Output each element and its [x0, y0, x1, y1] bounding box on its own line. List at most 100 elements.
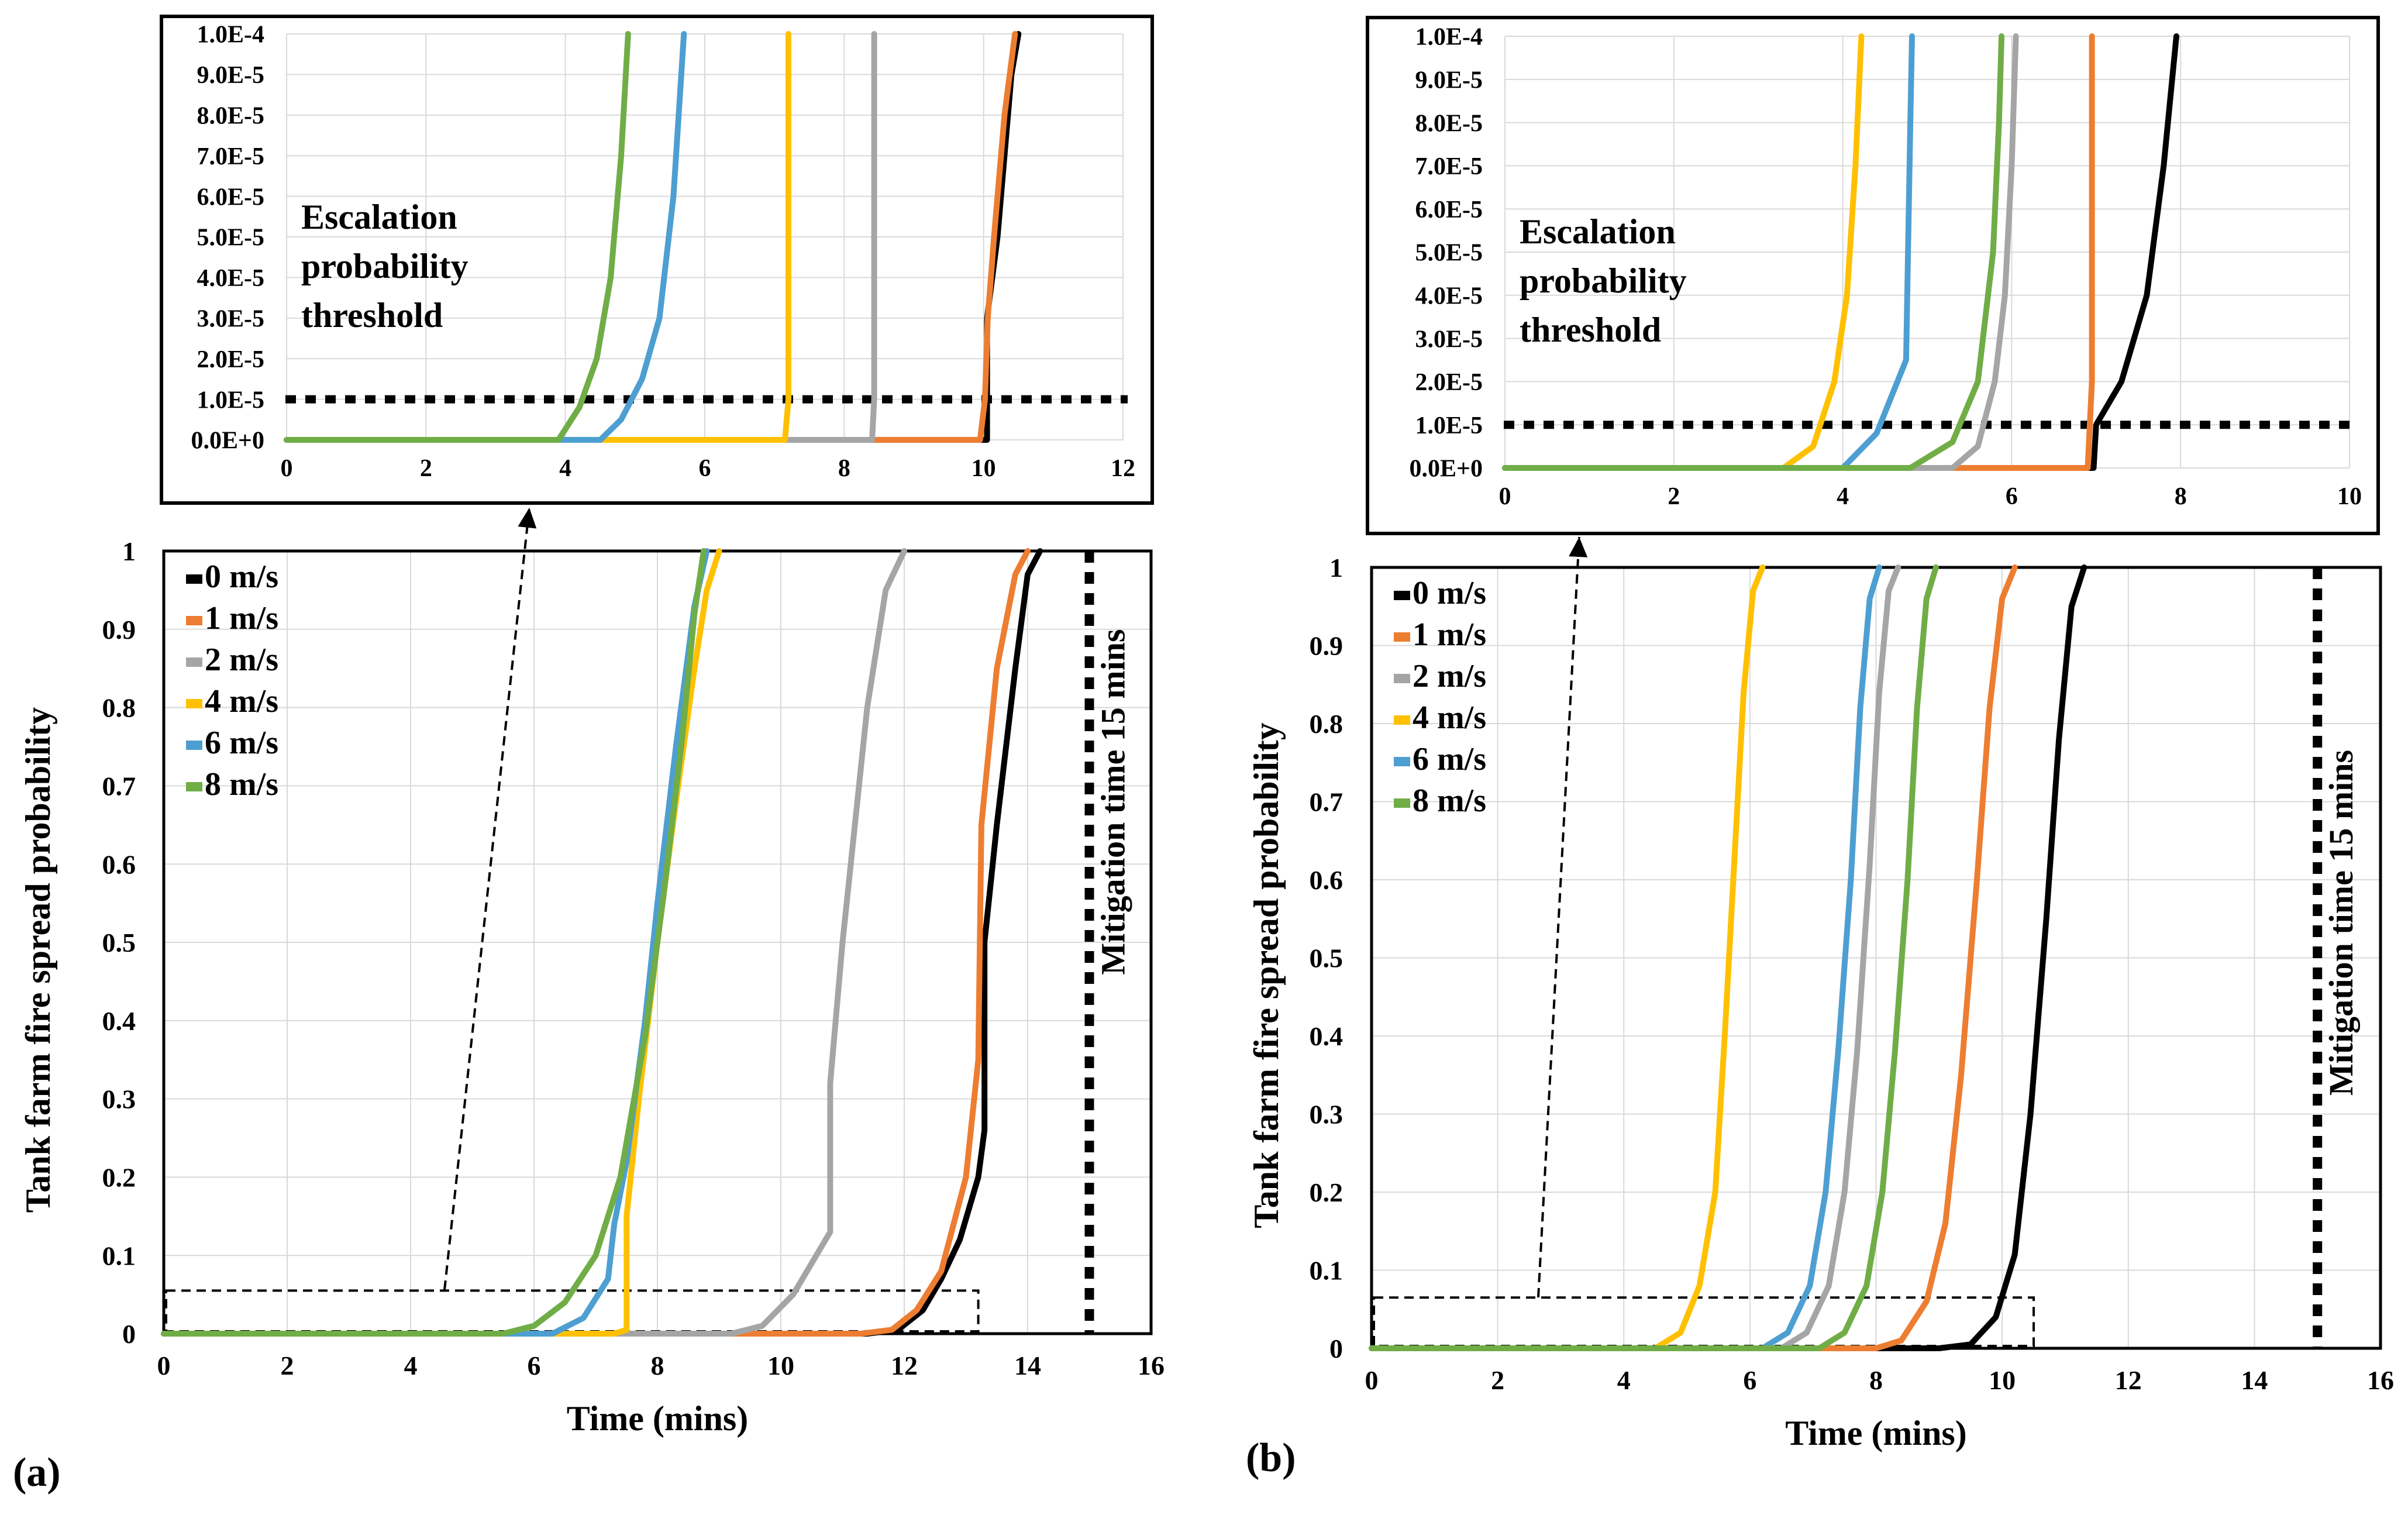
y-tick-label: 1.0E-4	[1415, 24, 1483, 51]
legend-label: 1 m/s	[1413, 617, 1486, 653]
callout-line	[443, 507, 530, 1290]
x-tick-label: 0	[1365, 1365, 1379, 1395]
series-line-0-ms	[1502, 33, 2179, 471]
x-tick-label: 16	[2367, 1365, 2394, 1395]
y-tick-label: 4.0E-5	[1415, 283, 1483, 310]
zoom-callouts	[443, 507, 1588, 1298]
panel-label: (a)	[13, 1450, 61, 1495]
y-tick-label: 0.4	[1310, 1021, 1343, 1051]
legend-label: 6 m/s	[205, 725, 278, 761]
y-tick-label: 0.3	[1310, 1100, 1343, 1130]
x-tick-label: 10	[767, 1351, 794, 1380]
x-tick-label: 0	[1499, 483, 1511, 510]
x-tick-label: 6	[699, 455, 711, 482]
series-line-0-ms	[161, 548, 1043, 1337]
y-tick-label: 0.5	[1310, 944, 1343, 973]
y-tick-label: 1.0E-5	[197, 387, 265, 414]
y-tick-label: 8.0E-5	[197, 103, 265, 130]
series-line-2-ms	[1369, 564, 1901, 1351]
series-line-6-ms	[284, 31, 687, 443]
x-tick-label: 2	[420, 455, 432, 482]
x-tick-label: 0	[281, 455, 293, 482]
y-tick-label: 0.9	[1310, 631, 1343, 661]
series-line-2-ms	[1502, 33, 2019, 471]
y-tick-label: 0.6	[102, 849, 136, 879]
x-tick-label: 12	[891, 1351, 918, 1380]
x-axis-title: Time (mins)	[1785, 1414, 1967, 1452]
y-tick-label: 3.0E-5	[1415, 326, 1483, 353]
x-tick-label: 8	[838, 455, 850, 482]
series-line-2-ms	[161, 548, 907, 1337]
legend-label: 4 m/s	[205, 683, 278, 719]
x-tick-label: 14	[2241, 1365, 2268, 1395]
y-tick-label: 1	[122, 536, 136, 566]
legend-label: 8 m/s	[205, 766, 278, 803]
y-tick-label: 0.7	[102, 772, 136, 801]
x-tick-label: 10	[2337, 483, 2362, 510]
x-tick-label: 10	[1989, 1365, 2016, 1395]
y-tick-label: 0.7	[1310, 787, 1343, 817]
series-line-6-ms	[1369, 564, 1882, 1351]
x-tick-label: 2	[281, 1351, 294, 1380]
x-tick-label: 4	[404, 1351, 418, 1380]
y-tick-label: 9.0E-5	[197, 62, 265, 89]
x-tick-label: 8	[651, 1351, 664, 1380]
x-tick-label: 4	[1837, 483, 1849, 510]
chart-a-inset: 0 2 4 6 8 10 12 0.0E+0 1.0E-5 2.0E-5 3.0E-5 4.0E-5 5…	[160, 15, 1154, 505]
y-tick-label: 0.8	[1310, 709, 1343, 739]
chart-b-inset: 0 2 4 6 8 10 0.0E+0 1.0E-5 2.0E-5 3.0E-5 4.0E-5 5.0…	[1366, 16, 2380, 535]
callout-line	[1537, 536, 1580, 1298]
x-tick-label: 14	[1014, 1351, 1041, 1380]
threshold-annotation: probability	[1520, 261, 1687, 300]
legend-label: 8 m/s	[1413, 783, 1486, 819]
y-tick-label: 9.0E-5	[1415, 67, 1483, 94]
inset-frame	[1366, 16, 2380, 535]
y-tick-label: 0.5	[102, 928, 136, 958]
y-tick-label: 0	[1329, 1334, 1343, 1364]
y-tick-label: 0.8	[102, 693, 136, 723]
y-tick-label: 0	[122, 1319, 136, 1349]
series-line-4-ms	[1369, 564, 1766, 1351]
y-tick-label: 0.1	[102, 1241, 136, 1270]
series-line-8-ms	[284, 31, 631, 443]
chart-a-main: 0 2 4 6 8 10 12 14 16 0 0.1 0.2 0.3 0.4 0.5 0.6 0.7 0.8 0.…	[13, 536, 1165, 1495]
y-tick-label: 0.1	[1310, 1256, 1343, 1286]
y-tick-label: 1.0E-4	[197, 22, 265, 49]
series-line-8-ms	[1369, 564, 1939, 1351]
mitigation-label: Mitigation time 15 mins	[2322, 750, 2360, 1096]
y-tick-label: 6.0E-5	[1415, 197, 1483, 223]
y-tick-label: 0.6	[1310, 865, 1343, 895]
threshold-annotation: Escalation	[301, 198, 457, 236]
y-tick-label: 8.0E-5	[1415, 110, 1483, 137]
threshold-annotation: threshold	[1520, 311, 1661, 349]
y-tick-label: 5.0E-5	[1415, 240, 1483, 267]
y-axis-title: Tank farm fire spread probability	[19, 707, 57, 1213]
y-tick-label: 0.0E+0	[1410, 456, 1483, 483]
x-tick-label: 6	[528, 1351, 541, 1380]
y-tick-label: 1.0E-5	[1415, 412, 1483, 439]
x-tick-label: 8	[2175, 483, 2187, 510]
x-tick-label: 4	[559, 455, 571, 482]
y-tick-label: 5.0E-5	[197, 225, 265, 252]
x-tick-label: 8	[1869, 1365, 1883, 1395]
legend-label: 2 m/s	[205, 642, 278, 678]
y-tick-label: 0.2	[1310, 1177, 1343, 1207]
x-tick-label: 2	[1668, 483, 1680, 510]
y-tick-label: 7.0E-5	[1415, 153, 1483, 180]
y-axis-title: Tank farm fire spread probability	[1247, 722, 1286, 1228]
legend-label: 0 m/s	[1413, 575, 1486, 611]
y-tick-label: 0.2	[102, 1163, 136, 1193]
series-line-1-ms	[1369, 564, 2018, 1351]
y-tick-label: 0.3	[102, 1084, 136, 1114]
y-tick-label: 0.0E+0	[191, 428, 264, 455]
x-tick-label: 4	[1617, 1365, 1631, 1395]
y-tick-label: 2.0E-5	[197, 346, 265, 373]
y-tick-label: 0.9	[102, 615, 136, 645]
y-tick-label: 3.0E-5	[197, 306, 265, 333]
callout-arrowhead	[1569, 537, 1588, 557]
y-tick-label: 4.0E-5	[197, 265, 265, 292]
series-line-1-ms	[284, 31, 1018, 443]
threshold-annotation: probability	[301, 247, 468, 285]
y-tick-label: 7.0E-5	[197, 143, 265, 170]
mitigation-label: Mitigation time 15 mins	[1094, 629, 1132, 975]
